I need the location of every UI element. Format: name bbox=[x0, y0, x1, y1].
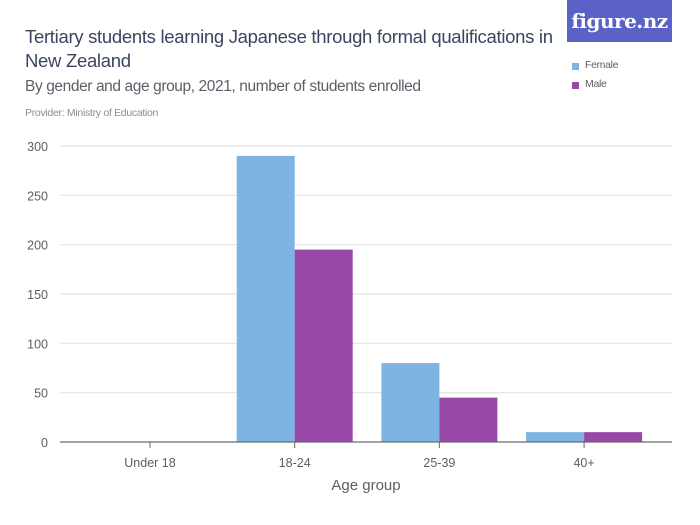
gridlines bbox=[60, 145, 672, 394]
figure-nz-logo[interactable]: figure.nz bbox=[567, 0, 672, 42]
legend-label: Female bbox=[585, 58, 619, 71]
x-tick-label: 18-24 bbox=[279, 456, 311, 470]
y-axis: 0 50 100 150 200 250 300 bbox=[27, 140, 48, 450]
bar-male[interactable] bbox=[439, 397, 498, 442]
bars bbox=[236, 155, 643, 442]
y-tick-label: 100 bbox=[27, 337, 48, 351]
chart-subtitle: By gender and age group, 2021, number of… bbox=[25, 78, 421, 95]
x-axis-title: Age group bbox=[331, 477, 400, 494]
x-tick-label: Under 18 bbox=[124, 456, 175, 470]
y-tick-label: 200 bbox=[27, 239, 48, 253]
bar-male[interactable] bbox=[294, 249, 353, 442]
bar-male[interactable] bbox=[584, 432, 643, 442]
y-tick-label: 0 bbox=[41, 436, 48, 450]
male-swatch-icon bbox=[572, 81, 579, 89]
legend: Female Male bbox=[572, 55, 619, 93]
y-tick-label: 50 bbox=[34, 387, 48, 401]
female-swatch-icon bbox=[572, 62, 579, 70]
legend-item-female: Female bbox=[572, 55, 619, 74]
bar-female[interactable] bbox=[381, 363, 440, 442]
x-tick-label: 40+ bbox=[573, 456, 594, 470]
legend-label: Male bbox=[585, 77, 607, 90]
bar-female[interactable] bbox=[526, 432, 585, 442]
y-tick-label: 300 bbox=[27, 140, 48, 154]
y-tick-label: 250 bbox=[27, 189, 48, 203]
legend-item-male: Male bbox=[572, 74, 618, 93]
x-axis: Under 18 18-24 25-39 40+ bbox=[124, 442, 595, 470]
y-tick-label: 150 bbox=[27, 288, 48, 302]
chart-title: Tertiary students learning Japanese thro… bbox=[25, 26, 553, 71]
x-tick-label: 25-39 bbox=[423, 456, 455, 470]
bar-female[interactable] bbox=[236, 155, 295, 442]
data-provider: Provider: Ministry of Education bbox=[25, 107, 159, 119]
